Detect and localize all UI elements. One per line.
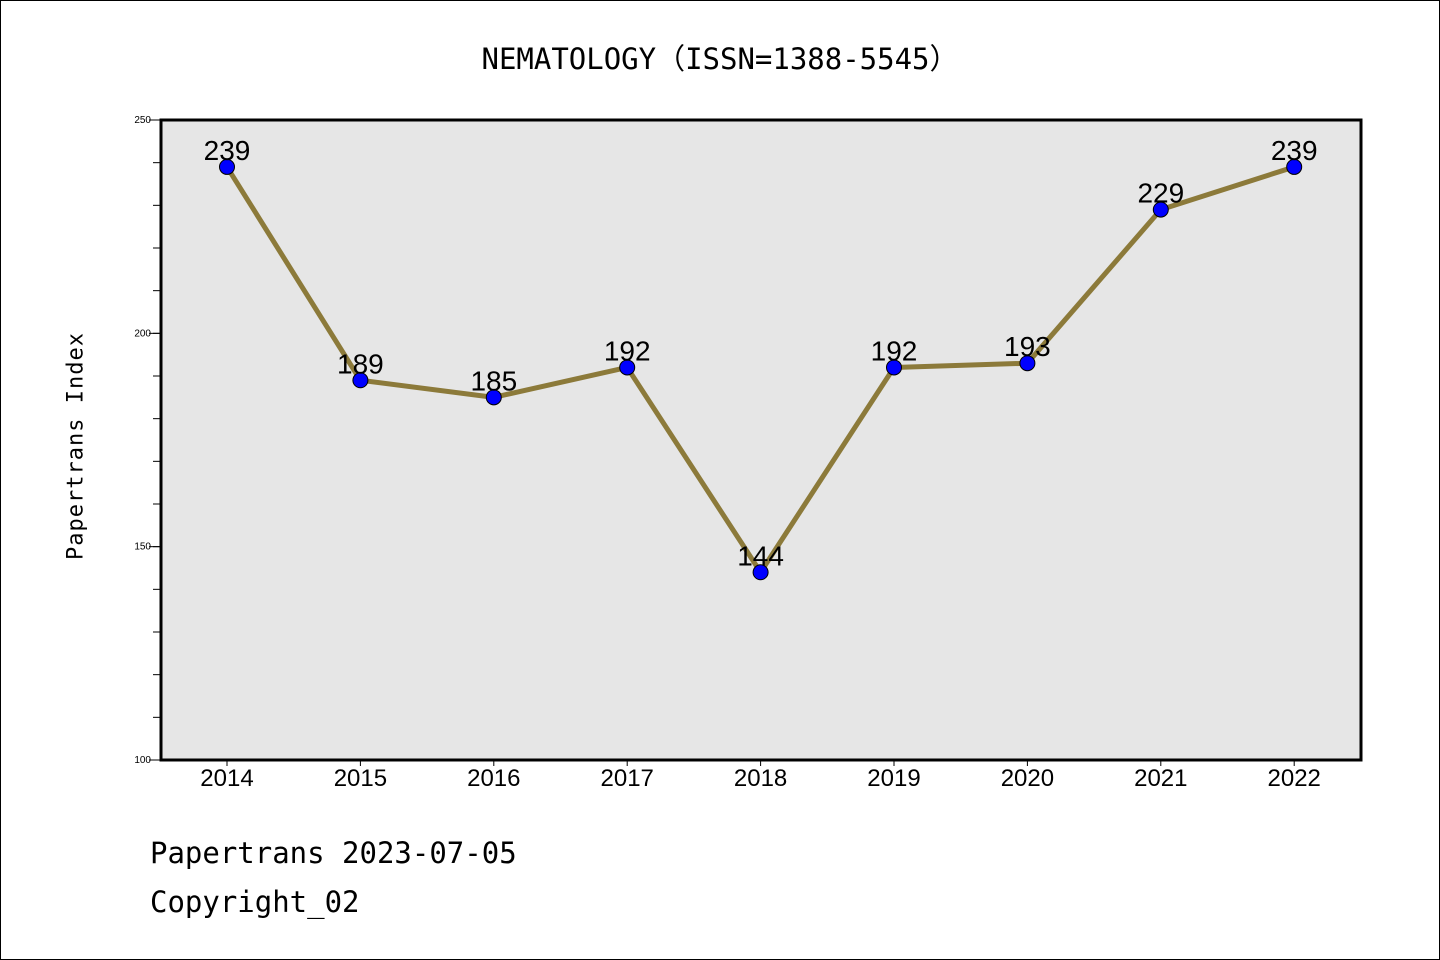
data-label: 192 — [871, 335, 918, 366]
data-label: 192 — [604, 335, 651, 366]
data-label: 229 — [1137, 178, 1184, 209]
y-axis-ticks: 100 150 200 250 — [134, 115, 161, 766]
data-point-marker — [1286, 158, 1303, 175]
y-tick-label: 150 — [134, 542, 151, 553]
plot-area — [159, 118, 1363, 762]
data-label: 239 — [204, 135, 251, 166]
x-tick-label: 2022 — [1268, 765, 1321, 792]
data-point-marker — [886, 359, 902, 376]
x-tick-label: 2018 — [734, 765, 787, 792]
x-tick-label: 2016 — [467, 765, 520, 792]
data-point-marker — [1152, 201, 1169, 218]
data-labels-group: 239 189 185 192 144 192 193 229 239 — [204, 135, 1318, 571]
x-tick-label: 2014 — [200, 765, 253, 792]
x-tick-label: 2019 — [867, 765, 920, 792]
data-point-marker — [485, 389, 502, 406]
x-tick-label: 2020 — [1001, 765, 1054, 792]
data-point-marker — [219, 158, 235, 175]
x-tick-label: 2017 — [601, 765, 654, 792]
data-label: 239 — [1271, 135, 1318, 166]
x-tick-label: 2021 — [1134, 765, 1187, 792]
data-label: 144 — [737, 540, 784, 571]
data-point-marker — [752, 564, 769, 581]
data-label: 189 — [337, 348, 384, 379]
y-tick-label: 200 — [134, 328, 151, 339]
y-tick-label: 250 — [134, 115, 151, 126]
data-label: 193 — [1004, 331, 1051, 362]
footer-copyright: Copyright_02 — [150, 885, 360, 919]
x-tick-label: 2015 — [334, 765, 387, 792]
x-axis-ticks: 2014 2015 2016 2017 2018 2019 2020 2021 2022 — [200, 760, 1321, 792]
data-point-marker — [352, 372, 369, 389]
footer-date: Papertrans 2023-07-05 — [150, 836, 517, 870]
markers-group — [219, 158, 1303, 581]
data-label: 185 — [470, 365, 517, 396]
chart-title: NEMATOLOGY（ISSN=1388-5545） — [481, 42, 959, 76]
data-point-marker — [619, 359, 636, 376]
y-tick-label: 100 — [134, 755, 151, 766]
data-point-marker — [1019, 355, 1036, 372]
